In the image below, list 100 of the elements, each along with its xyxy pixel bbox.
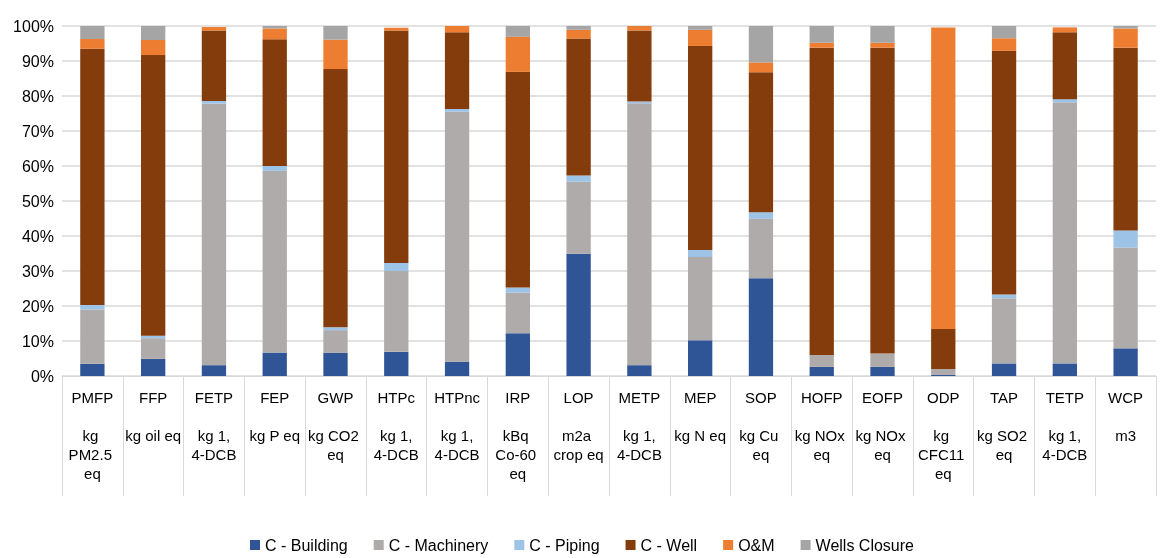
bar [688,340,713,376]
bar [444,26,470,33]
bar [505,333,530,376]
bar [323,39,348,70]
bar [1113,230,1138,248]
bar [262,28,287,40]
bar [1113,47,1138,231]
bar [748,26,774,63]
bar [627,103,652,366]
bar [870,42,895,48]
legend-label: C - Piping [529,536,600,554]
bar [505,36,530,72]
bar [201,30,227,101]
bar [323,330,348,353]
bar [991,50,1017,295]
bar [384,271,409,352]
bar [991,363,1017,376]
bar [505,26,530,37]
bar [688,45,713,250]
category-label: LOP m2a crop eq [553,389,604,463]
category-label: HOFP kg NOx eq [794,389,845,463]
bar [688,250,713,257]
bar [444,111,470,362]
bar [141,40,166,56]
bar [809,47,834,355]
category-label: HTPc kg 1,4-DCB [373,389,419,463]
bar [323,327,348,331]
bar [80,304,105,310]
bar [1052,363,1077,376]
bar [566,38,591,176]
bar [384,262,409,271]
bar [323,69,348,328]
legend-label: C - Building [265,536,348,554]
bar [748,218,774,279]
bar [201,103,227,366]
bar [505,292,530,334]
bar [991,298,1017,364]
bar [566,175,591,182]
bar [80,48,105,305]
bar [323,352,348,376]
bar [809,366,834,376]
y-tick-label: 100% [13,17,54,35]
category-label: HTPnc kg 1,4-DCB [434,389,480,463]
legend-label: C - Machinery [388,536,489,554]
bar [870,366,895,376]
bar [748,72,774,213]
bar [201,27,227,31]
bar [870,47,895,354]
y-tick-label: 90% [21,52,54,70]
y-tick-label: 20% [21,297,54,315]
y-tick-label: 60% [21,157,54,175]
legend-label: O&M [738,536,775,554]
bar [991,38,1017,51]
bar [870,353,895,367]
bar [748,212,774,219]
y-tick-label: 10% [21,332,54,350]
bar [931,369,956,375]
category-label: METP kg 1,4-DCB [616,389,662,463]
category-label: ODP kg CFC11 eq [917,389,965,482]
bar [627,365,652,376]
category-label: FFP kg oil eq [125,389,182,444]
bar [444,108,470,112]
bar [870,26,895,43]
y-tick-label: 0% [30,367,54,385]
category-label: IRP kBq Co-60 eq [495,389,537,482]
legend-label: Wells Closure [815,536,915,554]
category-label: TAP kg SO2 eq [976,389,1027,463]
bar [566,26,591,30]
bar [688,29,713,46]
bar [141,55,166,336]
bar [141,338,166,359]
bar [384,27,409,31]
bar [262,166,287,171]
bar [505,71,530,288]
bar [809,355,834,367]
bar [262,352,287,376]
bar [80,309,105,364]
y-tick-label: 80% [21,87,54,105]
bar [566,253,591,376]
category-label: PMFP kg PM2.5 eq [68,389,114,482]
bar [931,329,956,369]
category-label: MEP kg N eq [674,389,727,444]
legend-label: C - Well [640,536,698,554]
bar [141,26,166,40]
bar [688,26,713,30]
y-tick-label: 40% [21,227,54,245]
bar [991,294,1017,299]
bar [141,358,166,376]
bar [384,351,409,376]
category-label: FEP kg P eq [249,389,301,444]
y-tick-label: 70% [21,122,54,140]
bar [566,181,591,254]
bar [1052,102,1077,364]
bar [262,170,287,353]
bar [1052,27,1077,33]
bar [931,27,956,330]
bar [748,62,774,73]
y-tick-label: 50% [21,192,54,210]
bar [688,257,713,341]
bar [1113,348,1138,376]
